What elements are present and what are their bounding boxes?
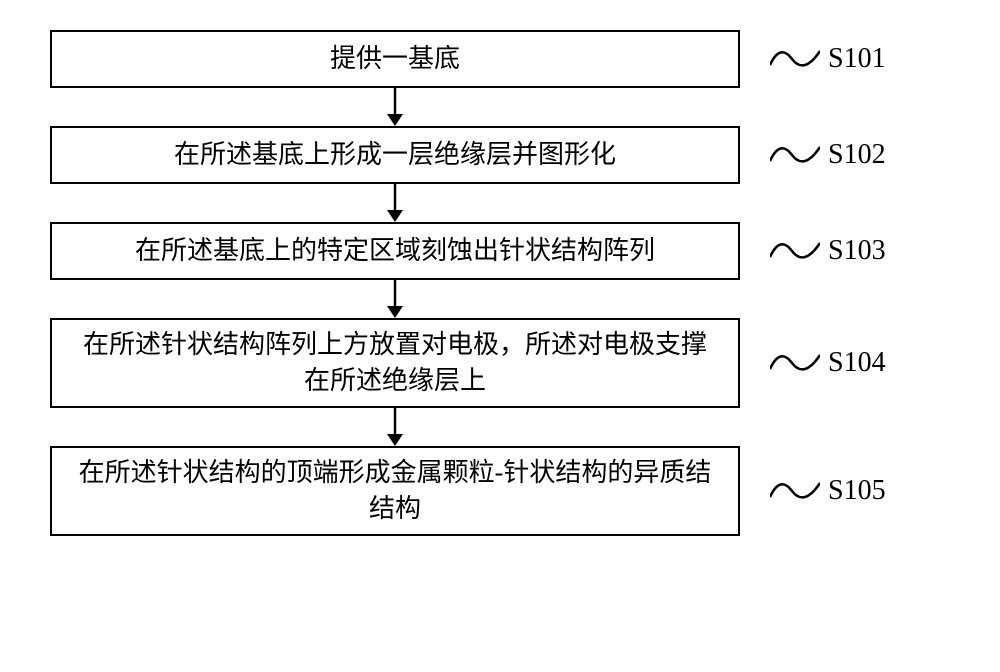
step-label-4: S104 [828, 347, 886, 379]
arrow-container-1 [50, 88, 740, 126]
step-label-2: S102 [828, 139, 886, 171]
arrow-icon [383, 408, 407, 446]
step-label-1: S101 [828, 43, 886, 75]
step-text-2: 在所述基底上形成一层绝缘层并图形化 [174, 137, 616, 173]
step-text-5: 在所述针状结构的顶端形成金属颗粒-针状结构的异质结结构 [72, 455, 718, 528]
arrow-container-3 [50, 280, 740, 318]
step-text-1: 提供一基底 [330, 41, 460, 77]
step-row-2: 在所述基底上形成一层绝缘层并图形化 S102 [50, 126, 950, 184]
step-label-group-5: S105 [770, 475, 886, 507]
step-box-3: 在所述基底上的特定区域刻蚀出针状结构阵列 [50, 222, 740, 280]
flowchart-container: 提供一基底 S101 在所述基底上形成一层绝缘层并图形化 S102 [0, 0, 1000, 566]
step-row-5: 在所述针状结构的顶端形成金属颗粒-针状结构的异质结结构 S105 [50, 446, 950, 536]
squiggle-icon [770, 349, 820, 377]
step-row-1: 提供一基底 S101 [50, 30, 950, 88]
squiggle-icon [770, 237, 820, 265]
step-label-group-2: S102 [770, 139, 886, 171]
step-row-4: 在所述针状结构阵列上方放置对电极，所述对电极支撑在所述绝缘层上 S104 [50, 318, 950, 408]
step-text-4: 在所述针状结构阵列上方放置对电极，所述对电极支撑在所述绝缘层上 [72, 327, 718, 400]
squiggle-icon [770, 141, 820, 169]
arrow-container-2 [50, 184, 740, 222]
arrow-icon [383, 280, 407, 318]
arrow-icon [383, 88, 407, 126]
step-label-group-1: S101 [770, 43, 886, 75]
step-label-group-4: S104 [770, 347, 886, 379]
step-box-4: 在所述针状结构阵列上方放置对电极，所述对电极支撑在所述绝缘层上 [50, 318, 740, 408]
arrow-icon [383, 184, 407, 222]
step-label-group-3: S103 [770, 235, 886, 267]
step-box-1: 提供一基底 [50, 30, 740, 88]
step-row-3: 在所述基底上的特定区域刻蚀出针状结构阵列 S103 [50, 222, 950, 280]
step-box-2: 在所述基底上形成一层绝缘层并图形化 [50, 126, 740, 184]
squiggle-icon [770, 45, 820, 73]
step-label-3: S103 [828, 235, 886, 267]
squiggle-icon [770, 477, 820, 505]
arrow-container-4 [50, 408, 740, 446]
step-box-5: 在所述针状结构的顶端形成金属颗粒-针状结构的异质结结构 [50, 446, 740, 536]
step-label-5: S105 [828, 475, 886, 507]
step-text-3: 在所述基底上的特定区域刻蚀出针状结构阵列 [135, 233, 655, 269]
